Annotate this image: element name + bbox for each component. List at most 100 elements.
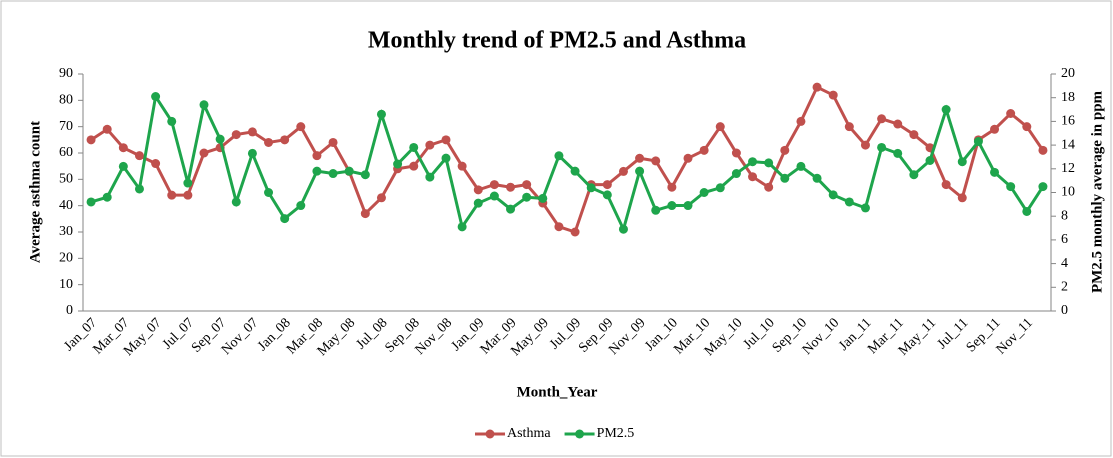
data-point (344, 166, 354, 176)
chart-title: Monthly trend of PM2.5 and Asthma (368, 28, 746, 54)
y-tick-label: 30 (59, 224, 73, 239)
y-tick-label: 40 (59, 198, 73, 213)
data-point (328, 137, 338, 147)
data-point (1038, 145, 1048, 155)
data-point (651, 156, 661, 166)
data-point (231, 197, 241, 207)
data-point (151, 159, 161, 169)
y-tick-label: 0 (66, 303, 73, 318)
data-point (635, 166, 645, 176)
data-point (860, 140, 870, 150)
data-point (1038, 182, 1048, 192)
data-point (102, 124, 112, 134)
data-point (134, 184, 144, 194)
data-point (828, 190, 838, 200)
data-point (877, 114, 887, 124)
data-point (602, 180, 612, 190)
data-point (828, 90, 838, 100)
y2-tick-label: 18 (1061, 90, 1075, 105)
data-point (570, 166, 580, 176)
y-tick-label: 70 (59, 119, 73, 134)
data-point (893, 148, 903, 158)
data-point (764, 182, 774, 192)
data-point (522, 180, 532, 190)
y-tick-label: 50 (59, 172, 73, 187)
data-point (554, 151, 564, 161)
y-tick-label: 60 (59, 145, 73, 160)
y2-tick-label: 16 (1061, 114, 1075, 129)
data-point (909, 170, 919, 180)
y-tick-label: 10 (59, 277, 73, 292)
data-point (409, 142, 419, 152)
data-point (264, 188, 274, 197)
data-point (618, 224, 628, 234)
data-point (973, 137, 983, 147)
data-point (925, 156, 935, 166)
data-point (667, 201, 677, 211)
data-point (1006, 109, 1016, 118)
data-point (425, 172, 435, 182)
data-point (554, 222, 564, 232)
data-point (602, 190, 612, 200)
data-point (312, 151, 322, 161)
data-point (570, 227, 580, 237)
data-point (990, 124, 1000, 134)
data-point (231, 130, 241, 140)
data-point (199, 100, 209, 110)
data-point (990, 167, 1000, 177)
data-point (183, 190, 193, 200)
data-point (731, 148, 741, 158)
data-point (877, 142, 887, 152)
data-point (86, 197, 96, 207)
data-point (360, 170, 370, 180)
data-point (812, 173, 822, 183)
y2-axis-title: PM2.5 monthly average in ppm (1089, 90, 1105, 293)
data-point (167, 116, 177, 126)
y-tick-label: 20 (59, 251, 73, 266)
data-point (586, 183, 596, 193)
data-point (715, 122, 725, 132)
data-point (360, 209, 370, 219)
data-point (780, 145, 790, 155)
data-point (1022, 206, 1032, 216)
legend-label: PM2.5 (597, 426, 635, 441)
data-point (247, 127, 257, 137)
y2-tick-label: 0 (1061, 303, 1068, 318)
legend-marker (575, 429, 585, 439)
data-point (651, 205, 661, 215)
data-point (134, 151, 144, 161)
y-axis-title: Average asthma count (27, 121, 43, 263)
data-point (118, 161, 128, 171)
data-point (731, 169, 741, 179)
data-point (199, 148, 209, 158)
data-point (280, 214, 290, 224)
data-point (796, 161, 806, 171)
data-point (457, 161, 467, 171)
data-point (812, 82, 822, 92)
data-point (441, 135, 451, 145)
data-point (635, 153, 645, 163)
data-point (296, 122, 306, 132)
data-point (264, 137, 274, 147)
data-point (489, 180, 499, 190)
data-point (699, 188, 709, 197)
data-point (1022, 122, 1032, 132)
data-point (748, 157, 758, 167)
data-point (118, 143, 128, 153)
data-point (1006, 182, 1016, 192)
data-point (748, 172, 758, 182)
data-point (215, 134, 225, 144)
data-point (780, 173, 790, 183)
data-point (957, 193, 967, 203)
data-point (376, 109, 386, 119)
y2-tick-label: 6 (1061, 232, 1068, 247)
data-point (893, 119, 903, 129)
data-point (796, 116, 806, 126)
y2-tick-label: 2 (1061, 280, 1068, 295)
data-point (667, 182, 677, 192)
data-point (247, 148, 257, 158)
y-tick-label: 80 (59, 93, 73, 108)
legend-label: Asthma (507, 426, 551, 441)
data-point (167, 190, 177, 200)
